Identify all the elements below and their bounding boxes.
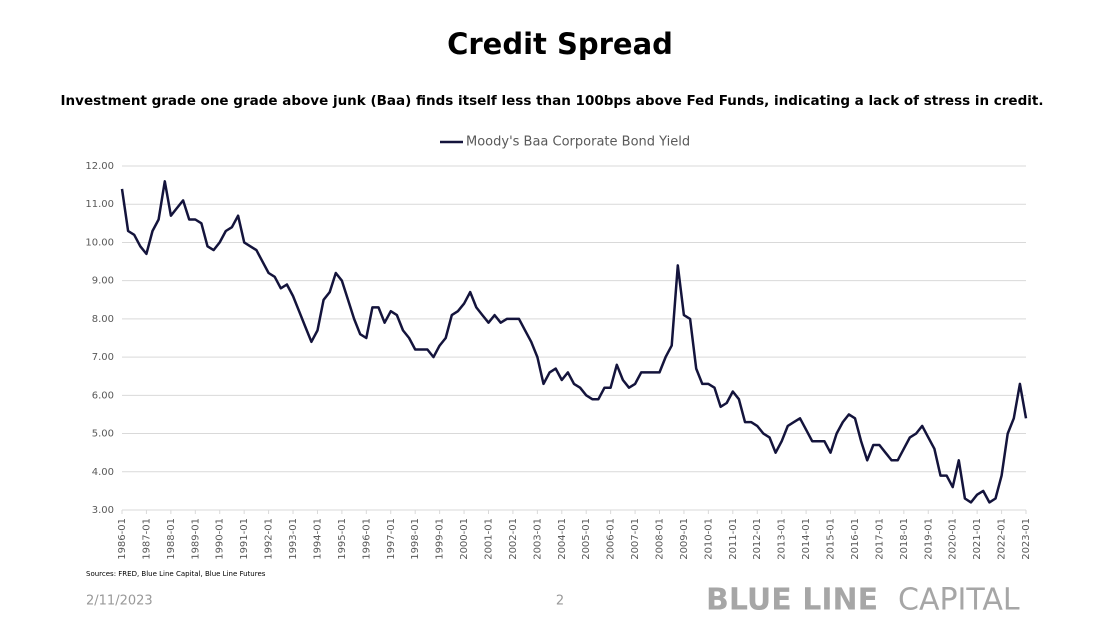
x-tick-label: 2007-01: [630, 518, 641, 560]
x-tick-label: 1991-01: [239, 518, 250, 560]
x-tick-label: 1997-01: [386, 518, 397, 560]
x-tick-label: 2012-01: [752, 518, 763, 560]
legend-label: Moody's Baa Corporate Bond Yield: [466, 135, 690, 150]
y-tick-label: 9.00: [92, 276, 114, 287]
x-tick-label: 2023-01: [1021, 518, 1032, 560]
x-tick-label: 2000-01: [459, 518, 470, 560]
x-tick-label: 2005-01: [581, 518, 592, 560]
x-tick-label: 2015-01: [826, 518, 837, 560]
x-tick-label: 2013-01: [777, 518, 788, 560]
x-tick-label: 2018-01: [899, 518, 910, 560]
y-tick-label: 8.00: [92, 314, 114, 325]
chart-title: Credit Spread: [447, 27, 673, 61]
x-tick-label: 2008-01: [655, 518, 666, 560]
x-tick-label: 2009-01: [679, 518, 690, 560]
x-tick-label: 2014-01: [801, 518, 812, 560]
x-tick-label: 1993-01: [288, 518, 299, 560]
x-tick-label: 2011-01: [728, 518, 739, 560]
date: 2/11/2023: [86, 594, 153, 609]
x-tick-label: 2021-01: [972, 518, 983, 560]
y-tick-label: 3.00: [92, 505, 114, 516]
x-tick-label: 1994-01: [312, 518, 323, 560]
source: Sources: FRED, Blue Line Capital, Blue L…: [86, 570, 266, 578]
data-line: [120, 180, 1028, 504]
x-tick-label: 2002-01: [508, 518, 519, 560]
logo-light: CAPITAL: [898, 583, 1020, 618]
x-tick-label: 2016-01: [850, 518, 861, 560]
y-tick-label: 6.00: [92, 390, 114, 401]
x-tick-label: 1995-01: [337, 518, 348, 560]
x-tick-label: 2004-01: [557, 518, 568, 560]
x-tick-label: 2022-01: [997, 518, 1008, 560]
x-tick-label: 1986-01: [117, 518, 128, 560]
x-tick-label: 1999-01: [435, 518, 446, 560]
x-tick-label: 1998-01: [410, 518, 421, 560]
page-number: 2: [556, 594, 564, 609]
x-tick-label: 2003-01: [532, 518, 543, 560]
y-tick-label: 12.00: [85, 161, 114, 172]
x-tick-label: 1989-01: [190, 518, 201, 560]
y-tick-label: 7.00: [92, 352, 114, 363]
x-tick-label: 2006-01: [606, 518, 617, 560]
x-tick-label: 2019-01: [923, 518, 934, 560]
x-tick-label: 2001-01: [483, 518, 494, 560]
x-tick-label: 1990-01: [215, 518, 226, 560]
x-tick-label: 1988-01: [166, 518, 177, 560]
y-tick-label: 11.00: [85, 199, 114, 210]
subtitle: Investment grade one grade above junk (B…: [61, 93, 1044, 109]
x-tick-label: 1987-01: [141, 518, 152, 560]
y-tick-label: 4.00: [92, 467, 114, 478]
x-tick-label: 1996-01: [361, 518, 372, 560]
x-tick-label: 2010-01: [703, 518, 714, 560]
logo-bold: BLUE LINE: [706, 583, 878, 618]
x-tick-label: 1992-01: [264, 518, 275, 560]
y-tick-label: 10.00: [85, 237, 114, 248]
x-tick-label: 2020-01: [948, 518, 959, 560]
x-tick-label: 2017-01: [874, 518, 885, 560]
y-tick-label: 5.00: [92, 429, 114, 440]
